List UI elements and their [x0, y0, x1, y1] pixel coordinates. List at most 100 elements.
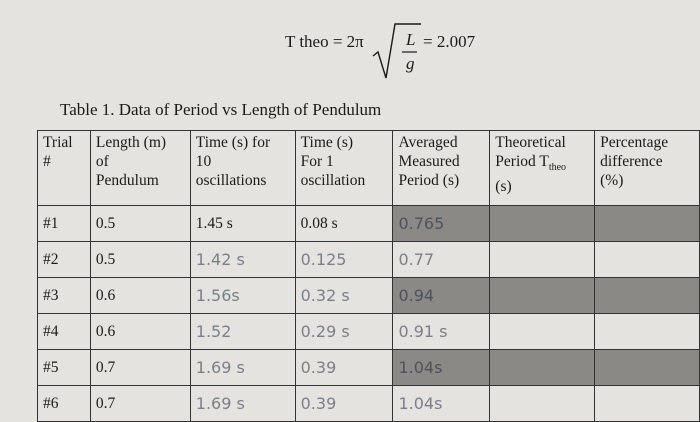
table-cell: 0.91 s: [392, 313, 491, 350]
cell-text: 0.39: [300, 358, 337, 377]
table-cell: 0.125: [294, 241, 394, 278]
header-line: Pendulum: [96, 171, 185, 190]
header-line: Trial: [43, 133, 85, 152]
cell-text: 0.91 s: [398, 322, 448, 341]
empty-cell: [489, 349, 596, 386]
table-cell: 0.6: [89, 277, 191, 314]
empty-cell: [489, 241, 596, 278]
table-cell: 1.04s: [392, 349, 491, 386]
table-cell: 0.32 s: [294, 277, 394, 314]
formula-result: = 2.007: [423, 32, 476, 51]
header-line: oscillations: [196, 171, 290, 190]
cell-text: #1: [43, 215, 59, 232]
cell-text: 0.6: [95, 287, 116, 304]
table-cell: #2: [37, 241, 91, 278]
header-line: Period (s): [398, 171, 484, 190]
table-cell: #3: [37, 277, 91, 314]
header-line: Averaged: [398, 133, 484, 152]
cell-text: 1.04s: [398, 358, 443, 377]
table-cell: 0.08 s: [294, 205, 394, 242]
header-line: Time (s) for: [196, 133, 290, 152]
empty-cell: [594, 277, 700, 314]
table-cell: 1.52: [189, 313, 296, 350]
table-cell: 1.45 s: [189, 205, 296, 242]
header-text: oscillation: [300, 172, 366, 189]
header-text: Period T: [495, 153, 549, 170]
cell-text: 0.7: [95, 395, 116, 412]
cell-text: #5: [43, 359, 59, 376]
table-cell: 1.56s: [189, 277, 296, 314]
table-cell: 0.6: [89, 313, 191, 350]
table-cell: 0.77: [392, 241, 491, 278]
header-text: difference: [600, 153, 663, 170]
table-cell: 0.5: [89, 205, 191, 242]
table-cell: 0.5: [89, 241, 191, 278]
cell-text: 1.42 s: [195, 250, 245, 269]
header-text: #: [43, 153, 51, 170]
empty-cell: [594, 241, 700, 278]
header-line: Period Ttheo: [495, 152, 589, 177]
cell-text: #4: [43, 323, 59, 340]
formula-denominator: g: [406, 54, 415, 73]
header-cell: Length (m) of Pendulum: [89, 130, 191, 206]
header-cell: Trial #: [37, 130, 91, 206]
cell-text: #6: [43, 395, 59, 412]
header-cell: Theoretical Period Ttheo (s): [489, 130, 596, 206]
cell-text: 1.04s: [398, 394, 443, 413]
cell-text: 0.6: [95, 323, 116, 340]
cell-text: 1.56s: [195, 286, 240, 305]
header-text: of: [95, 153, 109, 170]
table-cell: 0.765: [392, 205, 491, 242]
cell-text: 0.32 s: [300, 286, 350, 305]
header-cell: Averaged Measured Period (s): [392, 130, 491, 206]
header-cell: Time (s) for 10 oscillations: [189, 130, 296, 206]
header-text: Time (s) for: [195, 134, 271, 151]
table-row: #4 0.6 1.52 0.29 s 0.91 s: [37, 313, 700, 350]
cell-text: 0.29 s: [300, 322, 350, 341]
header-text: oscillations: [195, 172, 267, 189]
empty-cell: [594, 313, 700, 350]
cell-text: 0.77: [398, 250, 435, 269]
cell-text: 0.125: [300, 250, 347, 269]
cell-text: 1.69 s: [195, 394, 245, 413]
header-text: Trial: [43, 134, 73, 151]
cell-text: 1.69 s: [195, 358, 245, 377]
header-line: Length (m): [96, 133, 185, 152]
table-caption: Table 1. Data of Period vs Length of Pen…: [60, 100, 382, 119]
cell-text: 0.39: [300, 394, 337, 413]
empty-cell: [489, 313, 596, 350]
cell-text: #3: [43, 287, 59, 304]
table-cell: 1.69 s: [189, 385, 296, 422]
header-text: 10: [195, 153, 212, 170]
empty-cell: [489, 277, 596, 314]
table-row: #6 0.7 1.69 s 0.39 1.04s: [37, 385, 700, 422]
header-cell: Time (s) For 1 oscillation: [294, 130, 394, 206]
table-cell: 0.94: [392, 277, 491, 314]
table-cell: #5: [37, 349, 91, 386]
header-text: (%): [600, 172, 624, 189]
cell-text: 0.7: [95, 359, 116, 376]
table-cell: #6: [37, 385, 91, 422]
header-line: Theoretical: [495, 133, 589, 152]
cell-text: 1.45 s: [195, 215, 233, 232]
cell-text: 0.5: [95, 251, 116, 268]
table-row: #3 0.6 1.56s 0.32 s 0.94: [37, 277, 700, 314]
header-line: Time (s): [301, 133, 388, 152]
cell-text: #2: [43, 251, 59, 268]
header-line: difference: [600, 152, 694, 171]
table-cell: 0.39: [294, 349, 394, 386]
header-subscript: theo: [548, 162, 567, 174]
table-cell: 0.29 s: [294, 313, 394, 350]
empty-cell: [489, 205, 596, 242]
header-text: Theoretical: [495, 134, 566, 151]
table-cell: 1.69 s: [189, 349, 296, 386]
cell-text: 0.94: [398, 286, 435, 305]
header-line: Measured: [398, 152, 484, 171]
cell-text: 0.5: [95, 215, 116, 232]
header-text: Measured: [398, 153, 460, 170]
header-text: (s): [495, 178, 512, 196]
empty-cell: [594, 385, 700, 422]
table-cell: #4: [37, 313, 91, 350]
header-text: Length (m): [95, 134, 167, 151]
table-cell: 1.04s: [392, 385, 491, 422]
